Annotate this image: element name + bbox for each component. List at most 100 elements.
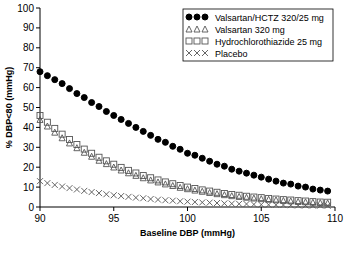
data-point	[229, 201, 235, 207]
data-point	[258, 174, 264, 180]
legend-marker	[186, 14, 192, 20]
data-point	[67, 185, 73, 191]
data-point	[44, 73, 50, 79]
data-point	[96, 190, 102, 196]
legend-marker	[202, 50, 208, 56]
data-point	[59, 131, 65, 137]
legend: Valsartan/HCTZ 320/25 mgValsartan 320 mg…	[183, 9, 333, 61]
data-point	[214, 189, 220, 195]
data-point	[140, 175, 146, 181]
data-point	[244, 194, 250, 200]
data-point	[52, 182, 58, 188]
data-point	[207, 188, 213, 194]
data-point	[126, 120, 132, 126]
data-point	[214, 200, 220, 206]
data-point	[52, 129, 58, 135]
data-point	[103, 108, 109, 114]
data-point	[214, 161, 220, 167]
data-point	[177, 183, 183, 189]
legend-box	[183, 9, 333, 61]
x-tick-label: 105	[253, 213, 270, 224]
data-point	[89, 100, 95, 106]
y-tick	[36, 187, 40, 188]
data-point	[280, 197, 286, 203]
data-point	[192, 185, 198, 191]
data-point	[133, 124, 139, 130]
data-point	[133, 172, 139, 178]
data-point	[207, 189, 213, 195]
data-point	[59, 184, 65, 190]
y-tick-label: 20	[23, 162, 35, 173]
data-point	[74, 142, 80, 148]
data-point	[170, 198, 176, 204]
data-point	[185, 150, 191, 156]
data-point	[192, 187, 198, 193]
data-point	[162, 197, 168, 203]
data-point	[44, 180, 50, 186]
data-point	[199, 199, 205, 205]
data-point	[325, 203, 331, 209]
data-point	[59, 135, 65, 141]
data-point	[229, 191, 235, 197]
data-point	[244, 201, 250, 207]
series	[37, 178, 331, 209]
data-point	[52, 125, 58, 131]
data-point	[236, 168, 242, 174]
legend-label: Hydrochlorothiazide 25 mg	[215, 37, 322, 47]
data-point	[177, 146, 183, 152]
data-point	[325, 200, 331, 206]
data-point	[280, 180, 286, 186]
y-tick-label: 30	[23, 142, 35, 153]
y-tick	[36, 167, 40, 168]
x-tick-label: 95	[108, 213, 120, 224]
data-point	[155, 197, 161, 203]
data-point	[59, 81, 65, 87]
data-point	[37, 116, 43, 122]
data-point	[251, 195, 257, 201]
x-tick	[187, 207, 188, 211]
data-point	[126, 194, 132, 200]
data-point	[244, 170, 250, 176]
legend-marker	[194, 38, 200, 44]
data-point	[162, 181, 168, 187]
data-point	[89, 189, 95, 195]
data-point	[37, 69, 43, 75]
data-point	[118, 116, 124, 122]
data-point	[221, 163, 227, 169]
data-point	[37, 178, 43, 184]
data-point	[229, 166, 235, 172]
data-point	[258, 202, 264, 208]
data-point	[148, 177, 154, 183]
data-point	[273, 178, 279, 184]
data-point	[133, 195, 139, 201]
data-point	[325, 188, 331, 194]
data-point	[236, 201, 242, 207]
y-tick-label: 0	[28, 202, 34, 213]
data-point	[295, 183, 301, 189]
legend-marker	[202, 26, 208, 32]
data-point	[74, 186, 80, 192]
data-point	[221, 190, 227, 196]
y-tick	[36, 27, 40, 28]
data-point	[273, 197, 279, 203]
data-point	[266, 195, 272, 201]
y-tick-label: 100	[17, 3, 34, 14]
data-point	[148, 175, 154, 181]
data-point	[52, 77, 58, 83]
data-point	[44, 123, 50, 129]
data-point	[81, 188, 87, 194]
legend-marker	[194, 50, 200, 56]
data-point	[148, 132, 154, 138]
data-point	[185, 186, 191, 192]
data-point	[266, 176, 272, 182]
data-point	[170, 181, 176, 187]
legend-label: Valsartan/HCTZ 320/25 mg	[215, 13, 324, 23]
data-point	[44, 119, 50, 125]
data-point	[303, 184, 309, 190]
data-point	[192, 152, 198, 158]
data-point	[317, 187, 323, 193]
data-point	[273, 196, 279, 202]
data-point	[170, 143, 176, 149]
data-point	[37, 112, 43, 118]
y-tick-label: 40	[23, 122, 35, 133]
